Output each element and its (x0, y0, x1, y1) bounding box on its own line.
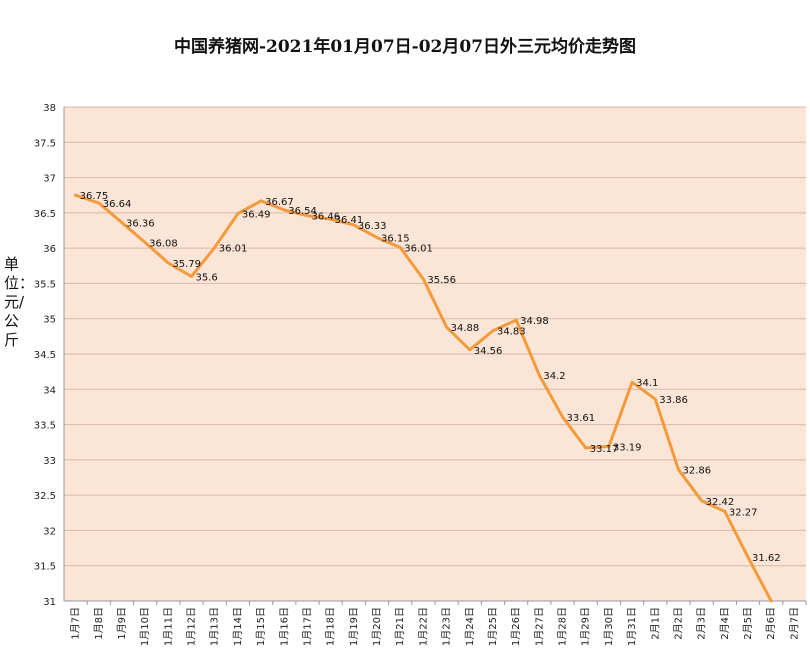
x-tick-label: 2月6日 (765, 607, 777, 640)
y-tick-label: 33 (43, 456, 56, 467)
x-tick-label: 1月18日 (325, 607, 337, 646)
y-tick-label: 32.5 (34, 491, 56, 502)
chart-title: 中国养猪网-2021年01月07日-02月07日外三元均价走势图 (173, 37, 637, 57)
x-tick-label: 2月1日 (649, 607, 661, 640)
x-tick-label: 1月7日 (70, 607, 82, 640)
data-label: 36.46 (311, 212, 340, 223)
x-tick-label: 1月30日 (603, 607, 615, 646)
y-tick-label: 31.5 (34, 562, 56, 573)
y-tick-label: 34 (43, 385, 56, 396)
x-tick-label: 1月19日 (348, 607, 360, 646)
x-tick-label: 1月13日 (209, 607, 221, 646)
y-tick-label: 37.5 (34, 138, 56, 149)
data-label: 36.01 (404, 243, 433, 254)
x-tick-label: 1月27日 (533, 607, 545, 646)
x-tick-label: 1月15日 (255, 607, 267, 646)
data-label: 36.15 (381, 234, 410, 245)
data-label: 36.41 (335, 215, 364, 226)
x-tick-label: 2月7日 (788, 607, 800, 640)
y-tick-label: 36.5 (34, 209, 56, 220)
data-label: 34.98 (520, 316, 549, 327)
y-tick-label: 37 (43, 174, 56, 185)
y-tick-label: 32 (43, 526, 56, 537)
data-label: 36.64 (103, 199, 132, 210)
y-tick-label: 31 (43, 597, 56, 608)
y-tick-label: 33.5 (34, 421, 56, 432)
data-label: 31.62 (752, 553, 781, 564)
y-tick-label: 34.5 (34, 350, 56, 361)
data-label: 32.86 (682, 466, 711, 477)
x-tick-label: 1月17日 (301, 607, 313, 646)
data-label: 36.01 (219, 243, 248, 254)
data-label: 36.49 (242, 210, 271, 221)
x-tick-label: 2月2日 (672, 607, 684, 640)
data-label: 33.19 (613, 442, 642, 453)
data-label: 32.27 (729, 507, 758, 518)
y-tick-label: 36 (43, 244, 56, 255)
x-tick-label: 1月28日 (557, 607, 569, 646)
x-tick-label: 1月26日 (510, 607, 522, 646)
x-tick-label: 1月23日 (441, 607, 453, 646)
x-tick-label: 1月29日 (580, 607, 592, 646)
x-tick-label: 1月9日 (116, 607, 128, 640)
x-tick-label: 2月5日 (742, 607, 754, 640)
x-tick-label: 1月24日 (464, 607, 476, 646)
x-tick-label: 1月20日 (371, 607, 383, 646)
data-label: 35.56 (427, 275, 456, 286)
x-tick-label: 1月10日 (139, 607, 151, 646)
data-label: 34.1 (636, 378, 658, 389)
x-tick-label: 1月22日 (417, 607, 429, 646)
data-label: 36.08 (149, 238, 178, 249)
x-tick-label: 1月21日 (394, 607, 406, 646)
data-label: 36.33 (358, 221, 387, 232)
x-tick-label: 1月11日 (162, 607, 174, 646)
y-tick-label: 35.5 (34, 279, 56, 290)
data-label: 34.88 (451, 323, 480, 334)
data-label: 34.2 (543, 371, 565, 382)
data-label: 32.42 (706, 497, 735, 508)
y-tick-label: 38 (43, 103, 56, 114)
x-tick-label: 1月31日 (626, 607, 638, 646)
x-tick-label: 2月3日 (696, 607, 708, 640)
x-tick-label: 1月25日 (487, 607, 499, 646)
data-label: 33.17 (590, 444, 619, 455)
x-tick-label: 1月12日 (186, 607, 198, 646)
x-tick-label: 1月16日 (278, 607, 290, 646)
x-tick-label: 1月14日 (232, 607, 244, 646)
data-label: 36.67 (265, 197, 294, 208)
y-tick-label: 35 (43, 315, 56, 326)
series-line (74, 193, 773, 603)
x-tick-label: 1月8日 (93, 607, 105, 640)
data-label: 33.86 (659, 395, 688, 406)
x-tick-label: 2月4日 (719, 607, 731, 640)
data-label: 36.54 (288, 206, 317, 217)
data-label: 33.61 (567, 413, 596, 424)
data-label: 34.56 (474, 346, 503, 357)
data-label: 35.6 (196, 272, 218, 283)
data-label: 36.75 (80, 191, 109, 202)
data-label: 35.79 (172, 259, 201, 270)
data-label: 34.83 (497, 327, 526, 338)
data-label: 36.36 (126, 219, 155, 230)
